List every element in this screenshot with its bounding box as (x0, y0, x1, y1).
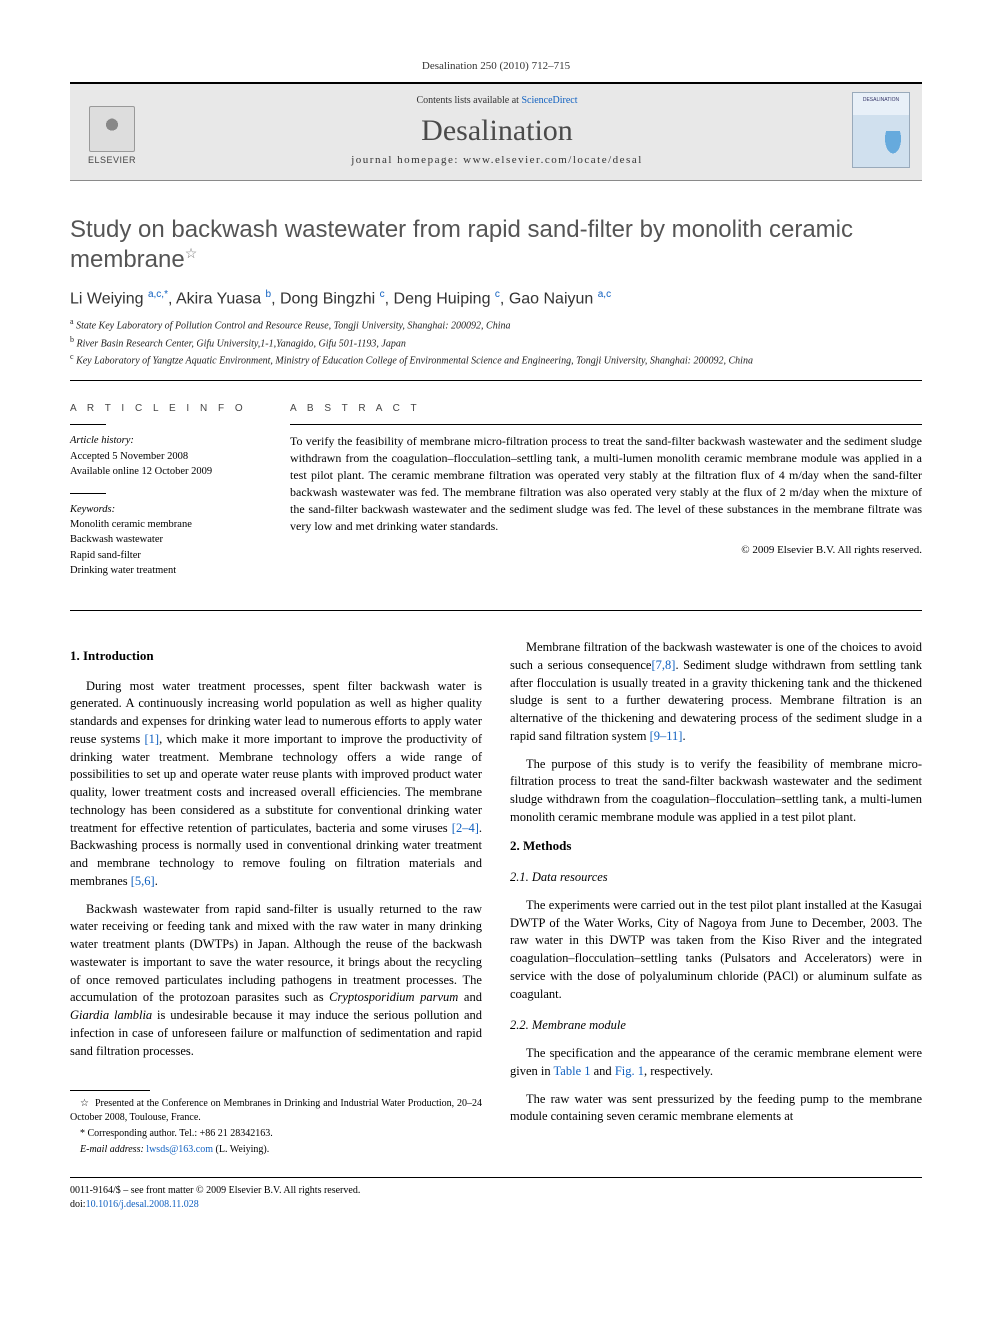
footnotes: ☆ Presented at the Conference on Membran… (70, 1097, 482, 1157)
abstract-text: To verify the feasibility of membrane mi… (290, 433, 922, 535)
abstract-copyright: © 2009 Elsevier B.V. All rights reserved… (290, 544, 922, 556)
affiliations: a State Key Laboratory of Pollution Cont… (70, 316, 922, 368)
email-link[interactable]: lwsds@163.com (146, 1144, 213, 1155)
keyword: Drinking water treatment (70, 563, 270, 578)
abstract-label: A B S T R A C T (290, 403, 922, 414)
page-footer: 0011-9164/$ – see front matter © 2009 El… (70, 1184, 922, 1212)
subsection-heading: 2.1. Data resources (510, 869, 922, 887)
affiliation-c: c Key Laboratory of Yangtze Aquatic Envi… (70, 351, 922, 368)
divider (70, 493, 106, 494)
section-heading-methods: 2. Methods (510, 837, 922, 855)
author-list: Li Weiying a,c,*, Akira Yuasa b, Dong Bi… (70, 289, 922, 308)
history-header: Article history: (70, 433, 270, 448)
keyword: Monolith ceramic membrane (70, 517, 270, 532)
citation-link[interactable]: [9–11] (650, 729, 683, 743)
footnote-corresponding: * Corresponding author. Tel.: +86 21 283… (70, 1127, 482, 1141)
footnote-email: E-mail address: lwsds@163.com (L. Weiyin… (70, 1143, 482, 1157)
right-column: Membrane filtration of the backwash wast… (510, 639, 922, 1159)
affiliation-b: b River Basin Research Center, Gifu Univ… (70, 334, 922, 351)
sciencedirect-link[interactable]: ScienceDirect (521, 95, 577, 106)
title-footnote-star-icon: ☆ (185, 245, 198, 261)
article-title: Study on backwash wastewater from rapid … (70, 215, 922, 275)
journal-header: ELSEVIER Contents lists available at Sci… (70, 82, 922, 181)
affiliation-a: a State Key Laboratory of Pollution Cont… (70, 316, 922, 333)
body-paragraph: During most water treatment processes, s… (70, 678, 482, 891)
keywords-header: Keywords: (70, 502, 270, 517)
body-paragraph: The raw water was sent pressurized by th… (510, 1091, 922, 1127)
footnote-star: ☆ Presented at the Conference on Membran… (70, 1097, 482, 1125)
divider (70, 380, 922, 381)
footer-divider (70, 1177, 922, 1178)
article-info-label: A R T I C L E I N F O (70, 403, 270, 414)
body-paragraph: Backwash wastewater from rapid sand-filt… (70, 901, 482, 1061)
contents-available-line: Contents lists available at ScienceDirec… (142, 95, 852, 106)
journal-name: Desalination (142, 114, 852, 148)
footnote-divider (70, 1090, 150, 1091)
article-history: Article history: Accepted 5 November 200… (70, 433, 270, 479)
elsevier-tree-icon (89, 106, 135, 152)
citation-link[interactable]: [5,6] (131, 874, 155, 888)
contents-prefix: Contents lists available at (416, 95, 521, 106)
table-link[interactable]: Table 1 (554, 1064, 591, 1078)
journal-homepage: journal homepage: www.elsevier.com/locat… (142, 154, 852, 166)
citation-link[interactable]: [1] (145, 732, 160, 746)
accepted-date: Accepted 5 November 2008 (70, 449, 270, 464)
divider (290, 424, 922, 425)
citation-link[interactable]: [2–4] (452, 821, 479, 835)
subsection-heading: 2.2. Membrane module (510, 1017, 922, 1035)
body-paragraph: Membrane filtration of the backwash wast… (510, 639, 922, 746)
elsevier-logo[interactable]: ELSEVIER (82, 95, 142, 165)
figure-link[interactable]: Fig. 1 (615, 1064, 644, 1078)
doi-line: doi:10.1016/j.desal.2008.11.028 (70, 1198, 922, 1212)
section-heading-intro: 1. Introduction (70, 647, 482, 665)
keyword: Rapid sand-filter (70, 548, 270, 563)
body-paragraph: The purpose of this study is to verify t… (510, 756, 922, 827)
divider (70, 424, 106, 425)
citation-link[interactable]: [7,8] (651, 658, 675, 672)
front-matter-line: 0011-9164/$ – see front matter © 2009 El… (70, 1184, 922, 1198)
body-paragraph: The specification and the appearance of … (510, 1045, 922, 1081)
body-paragraph: The experiments were carried out in the … (510, 897, 922, 1004)
left-column: 1. Introduction During most water treatm… (70, 639, 482, 1159)
online-date: Available online 12 October 2009 (70, 464, 270, 479)
keywords-block: Keywords: Monolith ceramic membrane Back… (70, 502, 270, 578)
journal-reference: Desalination 250 (2010) 712–715 (70, 60, 922, 72)
elsevier-label: ELSEVIER (88, 155, 136, 165)
journal-cover-thumbnail[interactable] (852, 92, 910, 168)
doi-link[interactable]: 10.1016/j.desal.2008.11.028 (86, 1199, 199, 1210)
keyword: Backwash wastewater (70, 532, 270, 547)
